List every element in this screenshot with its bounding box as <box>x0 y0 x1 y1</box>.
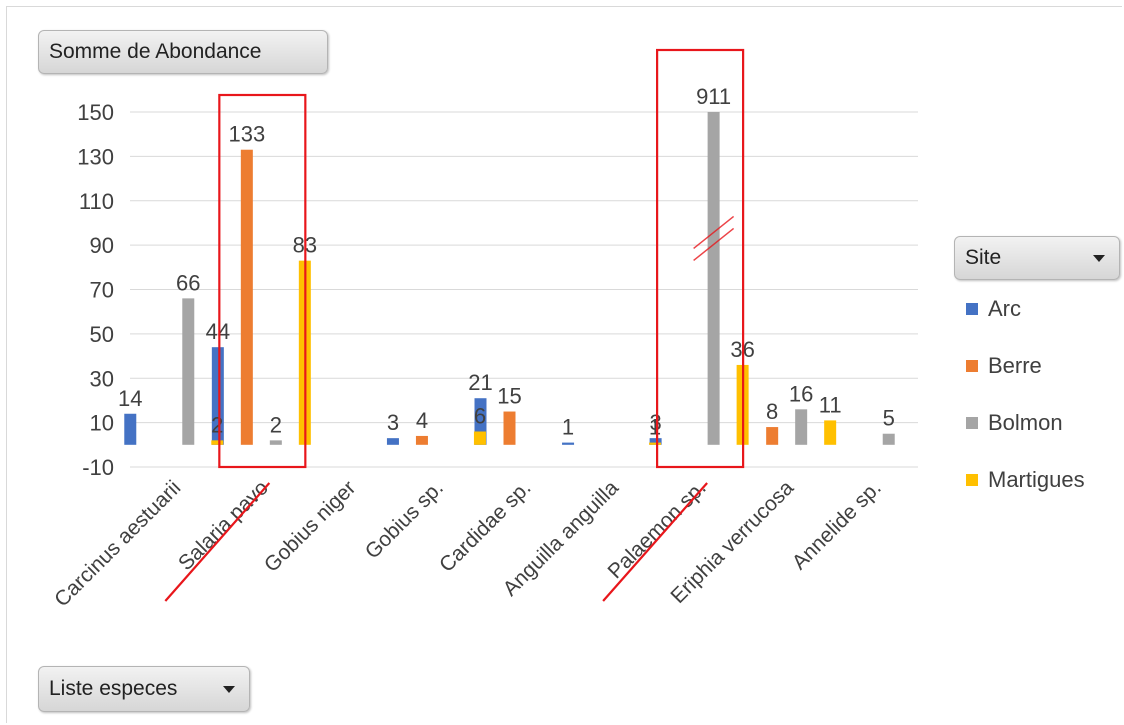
legend-label: Arc <box>988 296 1021 321</box>
data-label: 16 <box>789 381 813 406</box>
y-tick-label: 70 <box>90 278 114 303</box>
category-field-button[interactable]: Liste especes <box>38 666 250 712</box>
bar <box>649 438 662 445</box>
y-tick-label: 110 <box>79 189 114 214</box>
bar <box>211 440 224 445</box>
legend-item: Martigues <box>966 467 1085 493</box>
bar <box>707 112 720 445</box>
legend-swatch <box>966 303 978 315</box>
legend-swatch <box>966 417 978 429</box>
data-label: 15 <box>497 384 521 409</box>
bar <box>269 440 282 445</box>
y-tick-label: 90 <box>90 233 114 258</box>
value-field-label: Somme de Abondance <box>49 40 262 63</box>
legend-swatch <box>966 360 978 372</box>
data-label: 2 <box>211 412 223 437</box>
data-label: 66 <box>176 270 200 295</box>
axis-break-mark <box>693 215 735 250</box>
bar <box>415 435 428 445</box>
y-tick-label: -10 <box>82 455 114 480</box>
y-tick-label: 150 <box>77 100 114 125</box>
y-tick-label: 50 <box>90 322 114 347</box>
y-tick-label: 130 <box>77 144 114 169</box>
bar <box>182 298 195 445</box>
category-label: Annelide sp. <box>788 476 886 574</box>
highlight-underline <box>164 482 271 602</box>
data-label: 2 <box>270 412 282 437</box>
data-label: 3 <box>387 410 399 435</box>
data-label: 3 <box>649 410 661 435</box>
bar <box>882 433 895 445</box>
value-field-button[interactable]: Somme de Abondance <box>38 30 328 74</box>
chevron-down-icon <box>223 686 235 693</box>
data-label: 44 <box>206 319 230 344</box>
bar <box>795 409 808 445</box>
data-label: 1 <box>649 415 661 440</box>
category-field-label: Liste especes <box>49 677 178 700</box>
bar <box>211 347 224 445</box>
highlight-underline <box>602 482 708 602</box>
data-label: 5 <box>883 406 895 431</box>
axis-break-mark <box>693 227 735 262</box>
data-label: 11 <box>819 392 842 417</box>
bar <box>649 442 662 445</box>
data-label: 8 <box>766 399 778 424</box>
data-label: 133 <box>228 122 265 147</box>
chart-frame <box>6 6 1122 723</box>
legend-item: Berre <box>966 353 1042 379</box>
category-label: Salaria pavo <box>174 476 273 575</box>
legend-label: Martigues <box>988 467 1085 492</box>
legend-field-button[interactable]: Site <box>954 236 1120 280</box>
data-label: 21 <box>468 370 492 395</box>
bar <box>824 420 837 445</box>
highlight-box <box>218 93 307 469</box>
legend-swatch <box>966 474 978 486</box>
bar <box>766 427 779 445</box>
legend-label: Bolmon <box>988 410 1063 435</box>
bar <box>124 413 137 445</box>
category-label: Gobius sp. <box>361 476 448 563</box>
y-tick-label: 30 <box>90 366 114 391</box>
legend-label: Berre <box>988 353 1042 378</box>
legend-item: Arc <box>966 296 1021 322</box>
data-label: 911 <box>696 84 731 109</box>
data-label: 6 <box>474 404 486 429</box>
legend-field-label: Site <box>965 246 1002 269</box>
data-label: 1 <box>562 415 574 440</box>
bar <box>386 438 399 445</box>
category-label: Gobius niger <box>260 476 360 576</box>
data-label: 14 <box>118 386 142 411</box>
bar <box>473 431 486 445</box>
bar <box>240 149 253 445</box>
bar <box>562 442 575 445</box>
category-label: Carcinus aestuarii <box>50 476 185 611</box>
bar <box>503 411 516 445</box>
chevron-down-icon <box>1093 255 1105 262</box>
highlight-box <box>656 48 745 469</box>
data-label: 4 <box>416 408 428 433</box>
legend-item: Bolmon <box>966 410 1063 436</box>
y-tick-label: 10 <box>90 411 114 436</box>
